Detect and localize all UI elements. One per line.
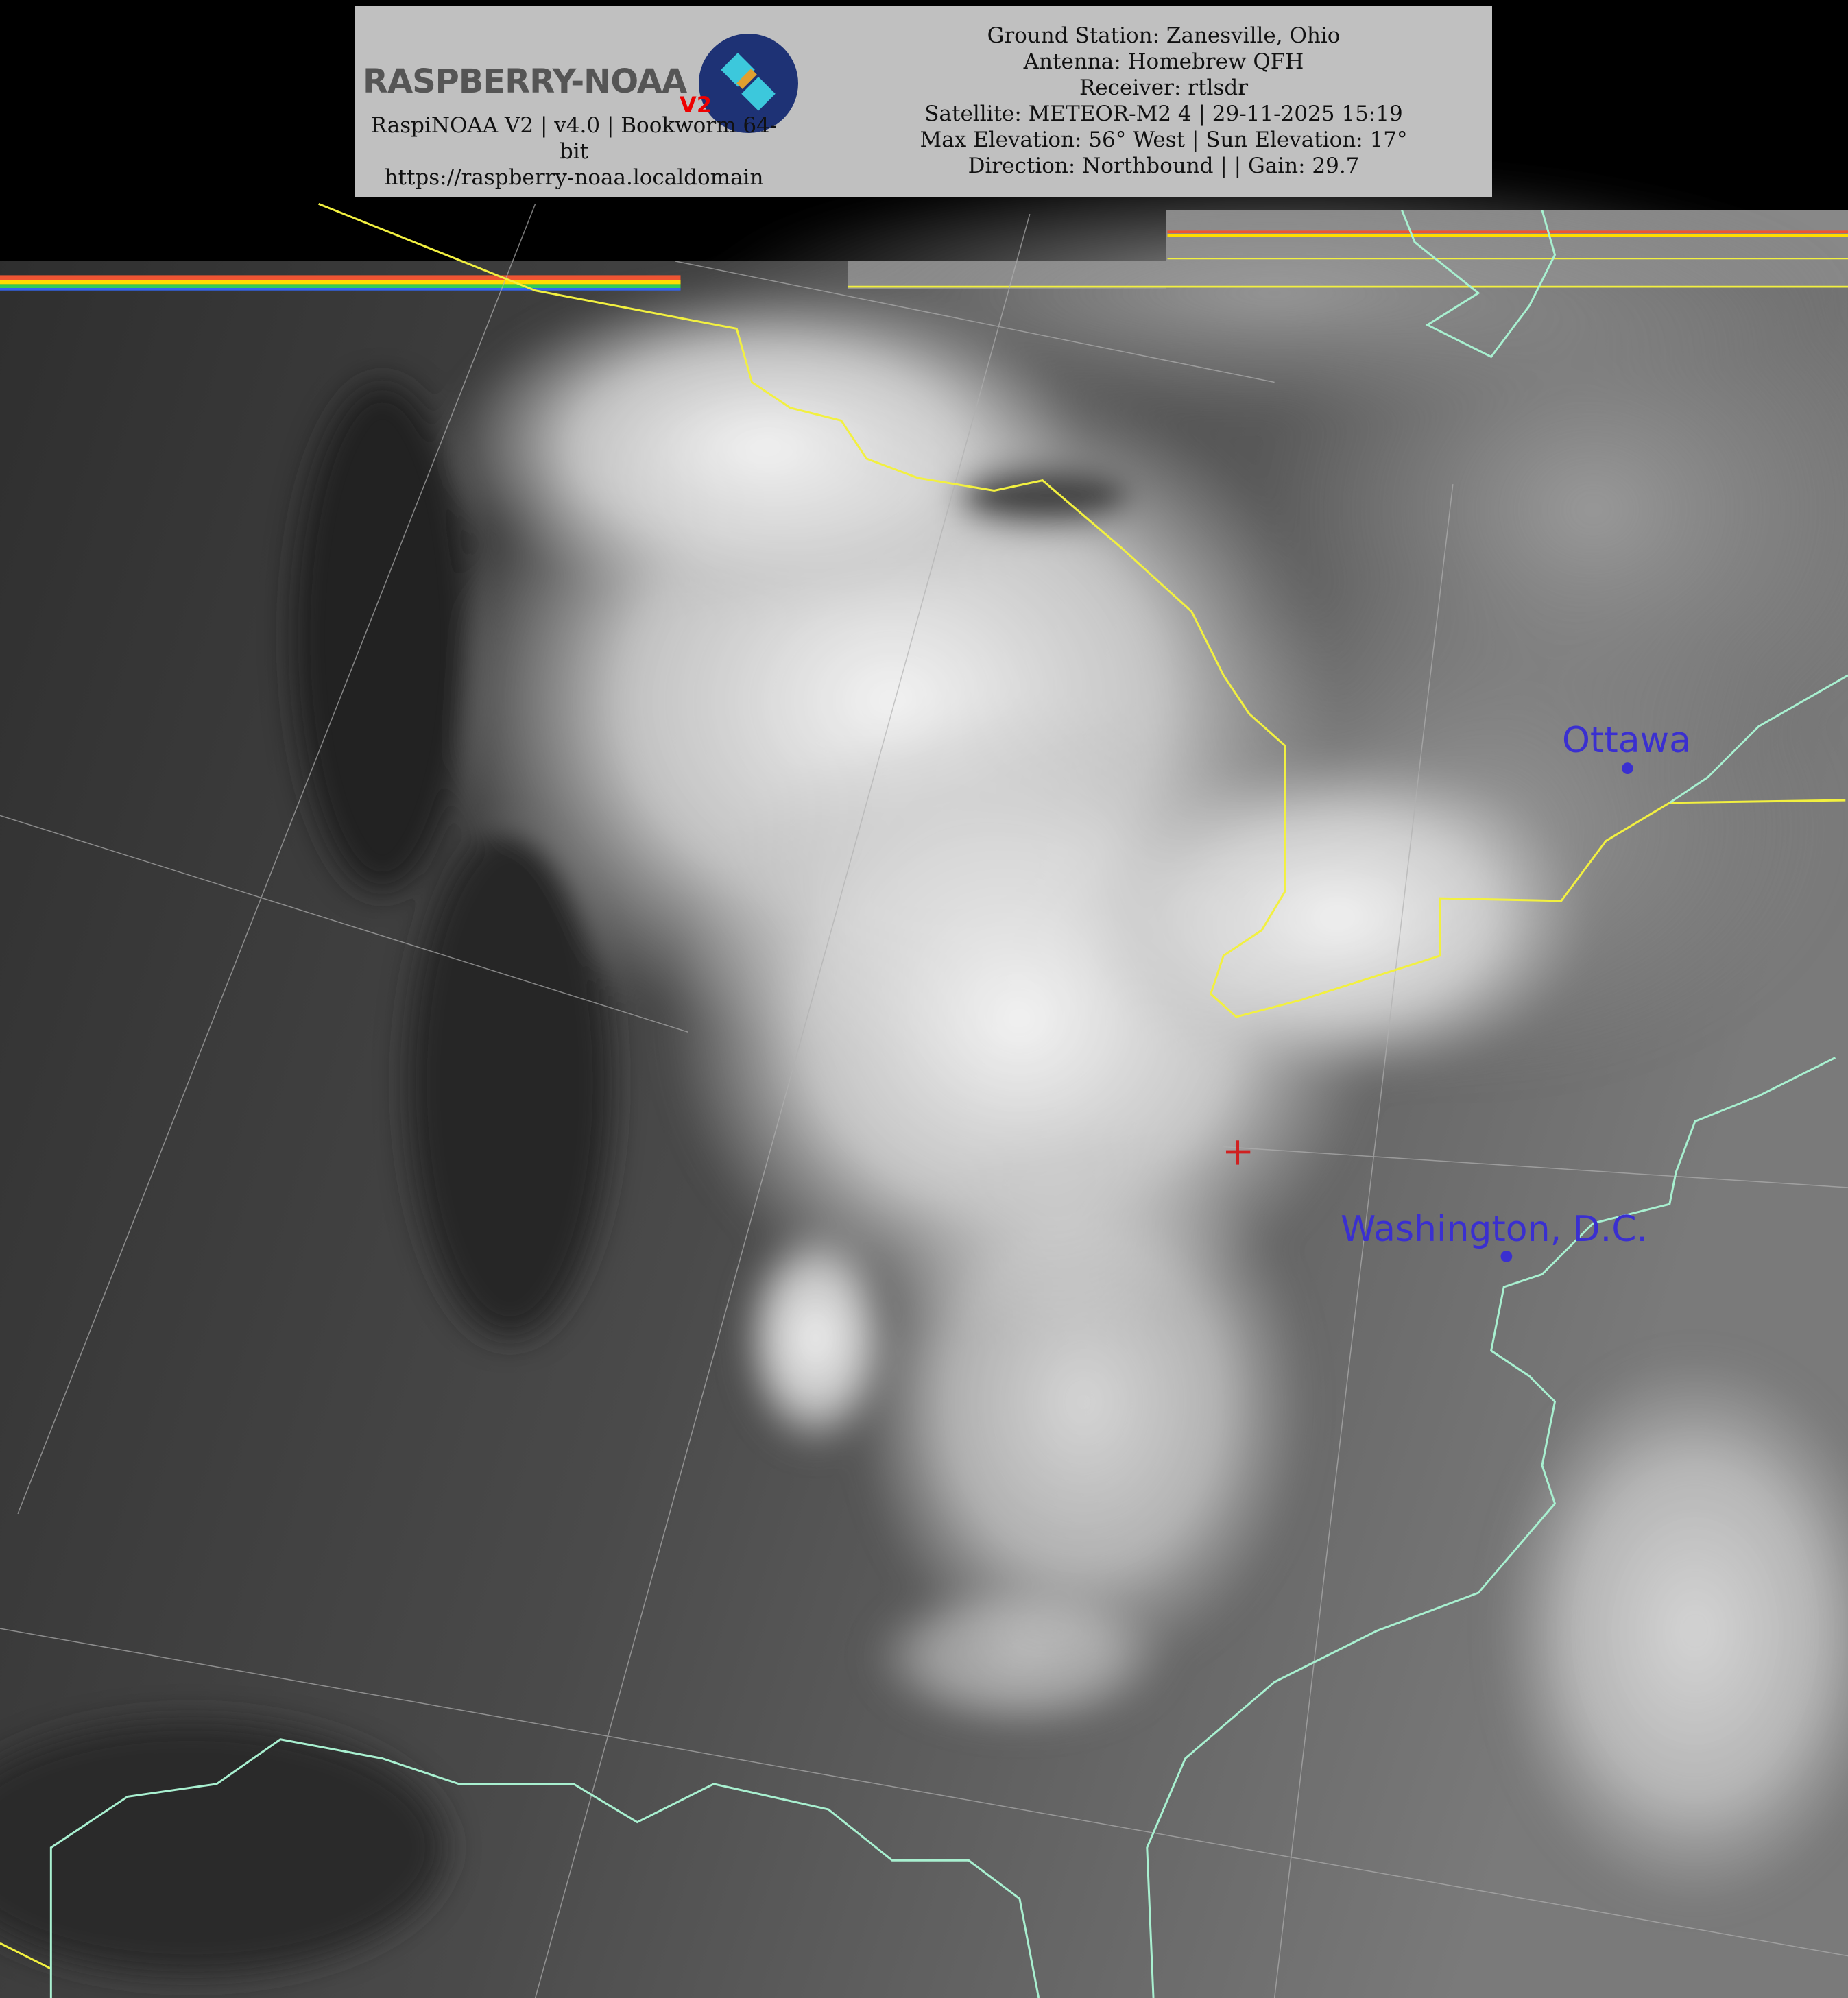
border-line xyxy=(318,202,1846,1018)
software-version: RaspiNOAA V2 | v4.0 | Bookworm 64-bit xyxy=(370,113,778,164)
receiver: Receiver: rtlsdr xyxy=(1079,75,1249,100)
ground-station-marker xyxy=(1225,1140,1251,1165)
city-label-washington: Washington, D.C. xyxy=(1341,1209,1648,1250)
washington-dot xyxy=(1500,1251,1513,1262)
station-url: https://raspberry-noaa.localdomain xyxy=(384,165,764,190)
graticule xyxy=(0,204,1848,1998)
ground-station: Ground Station: Zanesville, Ohio xyxy=(987,23,1341,48)
antenna: Antenna: Homebrew QFH xyxy=(1023,49,1304,74)
pass-info-header: RASPBERRY-NOAA V2 RaspiNOAA V2 | v4.0 | … xyxy=(355,6,1492,197)
city-markers xyxy=(1500,762,1633,1262)
ottawa-dot xyxy=(1622,762,1633,774)
cloud-cover xyxy=(0,165,1848,1975)
raspberry-noaa-logo: RASPBERRY-NOAA V2 xyxy=(363,27,802,133)
signal-noise-bands xyxy=(0,230,1848,291)
direction-gain: Direction: Northbound | | Gain: 29.7 xyxy=(968,154,1360,178)
coastline xyxy=(49,210,1848,1998)
city-label-ottawa: Ottawa xyxy=(1562,720,1691,761)
satellite-pass: Satellite: METEOR-M2 4 | 29-11-2025 15:1… xyxy=(924,101,1403,126)
elevation-info: Max Elevation: 56° West | Sun Elevation:… xyxy=(920,128,1408,152)
satellite-icon xyxy=(699,34,798,133)
